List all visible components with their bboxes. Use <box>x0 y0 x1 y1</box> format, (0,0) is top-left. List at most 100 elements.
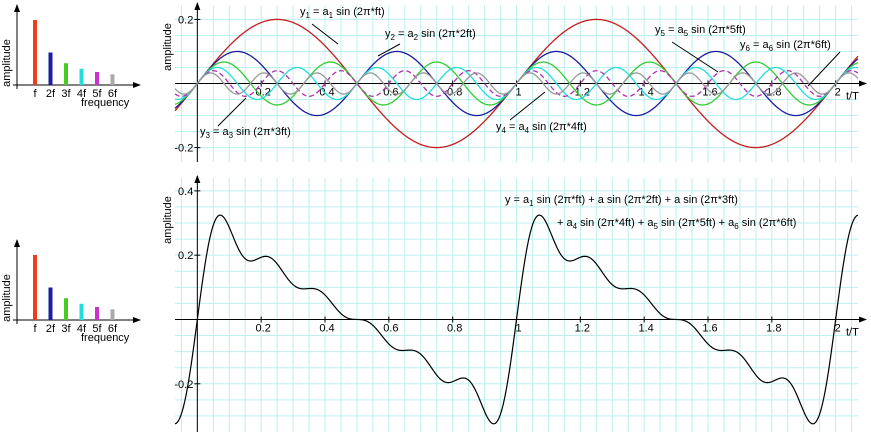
x-tick-label: 6f <box>108 88 118 100</box>
x-tick-label: 3f <box>61 88 71 100</box>
x-tick-label: f <box>33 323 37 335</box>
curve <box>174 72 859 95</box>
x-tick-label: 1.6 <box>702 87 717 99</box>
x-tick-label: 2 <box>835 87 841 99</box>
subscript: 6 <box>769 44 774 53</box>
x-axis-label: frequency <box>81 332 130 344</box>
x-tick-label: 5f <box>92 88 102 100</box>
bar <box>48 287 53 320</box>
formula: y = a1 sin (2π*ft) + a sin (2π*2ft) + a … <box>505 194 738 208</box>
subscript: 3 <box>206 131 211 140</box>
x-tick-label: 6f <box>108 323 118 335</box>
subscript: 4 <box>525 126 530 135</box>
label-part: sin (2π*5ft) <box>688 24 746 36</box>
label-part: y <box>740 39 746 51</box>
label-part: sin (2π*6ft) <box>773 39 831 51</box>
label-part: = a <box>395 28 415 40</box>
curve-label: y5 = a5 sin (2π*5ft) <box>655 24 746 38</box>
subscript: 6 <box>734 222 739 231</box>
x-tick-label: 2f <box>46 323 56 335</box>
x-axis-label: frequency <box>81 97 130 109</box>
x-tick-label: 2 <box>835 322 841 334</box>
x-tick-label: 0.6 <box>383 322 398 334</box>
subscript: 5 <box>684 29 689 38</box>
bar <box>64 298 68 320</box>
x-tick-label: 1 <box>515 322 521 334</box>
label-part: = a <box>750 39 770 51</box>
subscript: 1 <box>329 11 334 20</box>
x-tick-label: 0.2 <box>256 322 271 334</box>
x-tick-label: 1 <box>515 87 521 99</box>
subscript: 1 <box>529 199 534 208</box>
x-tick-label: 1.4 <box>639 322 654 334</box>
y-tick-label: 0.2 <box>178 250 193 262</box>
y-tick-label: 0.4 <box>178 186 193 198</box>
subscript: 4 <box>573 222 578 231</box>
x-tick-label: 0.6 <box>383 87 398 99</box>
label-part: y <box>496 121 502 133</box>
x-tick-label: 2f <box>46 88 56 100</box>
subscript: 5 <box>661 29 666 38</box>
label-part: + a <box>557 217 573 229</box>
label-part: sin (2π*4ft) + a <box>577 217 654 229</box>
bar <box>64 63 68 85</box>
x-tick-label: 1.4 <box>639 87 654 99</box>
subscript: 2 <box>391 33 396 42</box>
subscript: 2 <box>414 33 419 42</box>
bar <box>79 303 84 320</box>
curve-label: y2 = a2 sin (2π*2ft) <box>385 28 476 42</box>
x-tick-label: 1.8 <box>766 322 781 334</box>
bar <box>110 74 115 85</box>
y-axis-label: amplitude <box>162 23 174 71</box>
label-part: y <box>200 126 206 138</box>
y-axis-label: amplitude <box>1 274 13 322</box>
label-part: y = a <box>505 194 530 206</box>
curve-label: y6 = a6 sin (2π*6ft) <box>740 39 831 53</box>
subscript: 1 <box>306 11 311 20</box>
y-axis-label: amplitude <box>1 39 13 87</box>
label-leaders <box>217 23 841 127</box>
subscript: 5 <box>653 222 658 231</box>
bar <box>79 68 84 85</box>
formula: + a4 sin (2π*4ft) + a5 sin (2π*5ft) + a6… <box>557 217 796 231</box>
x-axis-label: t/T <box>846 326 859 338</box>
x-tick-label: 4f <box>77 323 87 335</box>
sum-curve <box>174 214 859 425</box>
y-axis-label: amplitude <box>162 196 174 244</box>
subscript: 4 <box>502 126 507 135</box>
curve-label: y3 = a3 sin (2π*3ft) <box>200 126 291 140</box>
label-part: = a <box>310 6 330 18</box>
x-tick-label: f <box>33 88 37 100</box>
subscript: 3 <box>229 131 234 140</box>
label-part: sin (2π*ft) <box>333 6 385 18</box>
x-axis-label: t/T <box>846 91 859 103</box>
label-part: = a <box>210 126 230 138</box>
x-tick-label: 5f <box>92 323 102 335</box>
label-part: sin (2π*2ft) <box>418 28 476 40</box>
x-tick-label: 0.8 <box>447 322 462 334</box>
x-tick-label: 0.4 <box>319 322 334 334</box>
y-tick-label: 0.2 <box>178 14 193 26</box>
x-tick-label: 1.2 <box>575 322 590 334</box>
bar <box>95 72 99 85</box>
curve-label: y4 = a4 sin (2π*4ft) <box>496 121 587 135</box>
bar <box>95 307 99 320</box>
label-part: sin (2π*3ft) <box>233 126 291 138</box>
x-tick-label: 1.6 <box>702 322 717 334</box>
label-part: sin (2π*4ft) <box>529 121 587 133</box>
bar <box>48 52 53 85</box>
y-tick-label: -0.2 <box>174 379 193 391</box>
label-part: sin (2π*5ft) + a <box>658 217 735 229</box>
label-part: = a <box>665 24 685 36</box>
label-part: y <box>385 28 391 40</box>
label-part: y <box>300 6 306 18</box>
y-tick-label: -0.2 <box>174 143 193 155</box>
x-tick-label: 0.4 <box>319 87 334 99</box>
x-tick-label: 4f <box>77 88 87 100</box>
curve-label: y1 = a1 sin (2π*ft) <box>300 6 385 20</box>
subscript: 6 <box>746 44 751 53</box>
x-tick-label: 3f <box>61 323 71 335</box>
label-part: y <box>655 24 661 36</box>
